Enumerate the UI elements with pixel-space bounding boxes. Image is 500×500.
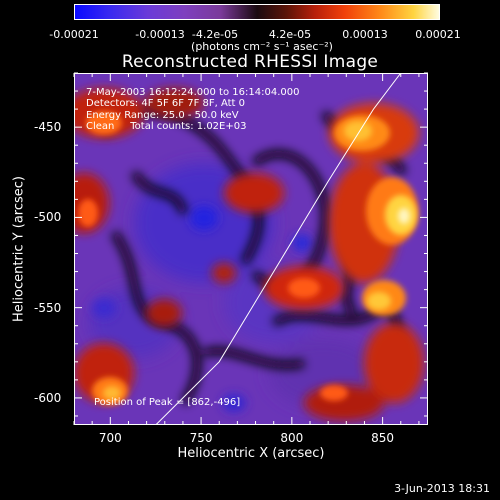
colorbar-unit-label: (photons cm⁻² s⁻¹ asec⁻²) xyxy=(191,40,333,53)
x-tick-label: 850 xyxy=(371,431,395,445)
plot-title: Reconstructed RHESSI Image xyxy=(121,52,379,72)
colorbar-tick-label: -0.00021 xyxy=(49,28,99,41)
footer-date: 3-Jun-2013 18:31 xyxy=(394,482,490,495)
colorbar-tick-label: -0.00013 xyxy=(135,28,185,41)
x-tick-label: 750 xyxy=(189,431,213,445)
y-tick-label: -550 xyxy=(34,300,62,315)
annotation-line: Detectors: 4F 5F 6F 7F 8F, Att 0 xyxy=(86,98,246,109)
x-tick-label: 700 xyxy=(98,431,122,445)
colorbar-tick-label: -4.2e-05 xyxy=(191,28,239,41)
x-tick-label: 800 xyxy=(280,431,304,445)
y-tick-label: -500 xyxy=(34,210,62,225)
annotation-line: Energy Range: 25.0 - 50.0 keV xyxy=(86,110,239,121)
colorbar-tick-label: 0.00021 xyxy=(415,28,461,41)
annotation-line: 7-May-2003 16:12:24.000 to 16:14:04.000 xyxy=(86,87,300,98)
solar-limb-curve xyxy=(155,73,402,425)
peak-position-label: Position of Peak = [862,-496] xyxy=(94,397,241,408)
x-axis-label: Heliocentric X (arcsec) xyxy=(177,446,325,461)
y-tick-label: -450 xyxy=(34,120,62,135)
plot-area: 7-May-2003 16:12:24.000 to 16:14:04.000 … xyxy=(74,73,428,425)
colorbar-tick-label: 4.2e-05 xyxy=(268,28,312,41)
rhessi-image xyxy=(74,73,428,425)
y-tick-label: -600 xyxy=(34,390,62,405)
annotation-line: Clean Total counts: 1.02E+03 xyxy=(86,121,247,132)
colorbar-tick-label: 0.00013 xyxy=(342,28,388,41)
colorbar xyxy=(74,4,440,20)
peak-hotspot xyxy=(398,208,410,224)
colorbar-gradient xyxy=(74,4,440,20)
y-axis-label: Heliocentric Y (arcsec) xyxy=(11,176,27,322)
